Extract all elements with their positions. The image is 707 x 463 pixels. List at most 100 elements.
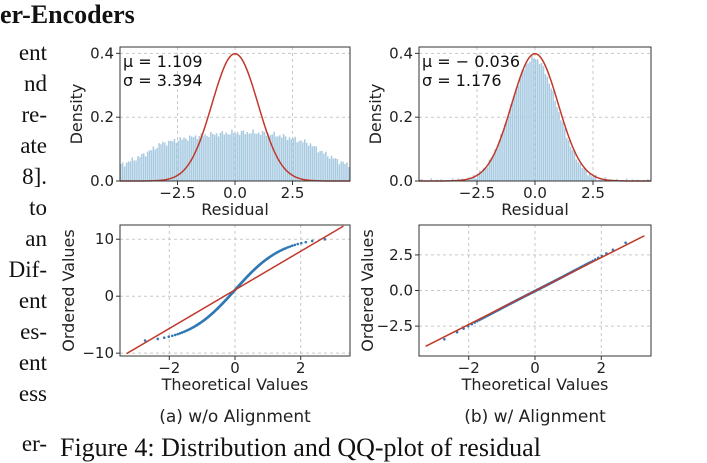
histogram-bar [208, 137, 210, 181]
histogram-bar [516, 88, 518, 181]
histogram-bar [506, 120, 508, 181]
histogram-bar [239, 135, 241, 181]
histogram-bar [252, 129, 254, 181]
histogram-bar [264, 132, 266, 181]
stat-sigma: σ = 1.176 [422, 71, 502, 90]
histogram-bar [220, 133, 222, 181]
qq-point [291, 244, 294, 247]
histogram-bar [158, 143, 160, 181]
histogram-bar [302, 142, 304, 181]
histogram-bar [193, 137, 195, 181]
qq-point [163, 336, 166, 339]
histogram-bar [202, 136, 204, 181]
histogram-bar [155, 150, 157, 181]
histogram-bar [293, 138, 295, 181]
histogram-bar [512, 100, 514, 181]
histogram-bar [518, 86, 520, 181]
histogram-bar [310, 143, 312, 181]
histogram-bar [273, 132, 275, 181]
x-tick-label: 2.5 [581, 184, 605, 202]
histogram-bar [323, 154, 325, 181]
histogram-bar [348, 167, 350, 181]
histogram-bar [317, 152, 319, 181]
y-axis-label: Density [366, 84, 385, 145]
qq-point [167, 335, 170, 338]
histogram-bar [294, 137, 296, 181]
histogram-bar [250, 133, 252, 181]
histogram-bar [166, 146, 168, 181]
histogram-bar [260, 135, 262, 181]
histogram-bar [237, 132, 239, 181]
histogram-bar [224, 135, 226, 181]
histogram-bar [248, 134, 250, 181]
histogram-bar [135, 160, 137, 181]
histogram-bar [151, 150, 153, 181]
x-tick-label: 2.5 [281, 184, 305, 202]
histogram-bar [531, 56, 533, 181]
histogram-bar [271, 134, 273, 181]
y-tick-label: −10 [82, 344, 114, 362]
panel-a-bottom [116, 225, 350, 360]
histogram-bar [133, 161, 135, 181]
histogram-bar [510, 104, 512, 181]
histogram-bar [527, 63, 529, 181]
histogram-bar [241, 131, 243, 181]
histogram-bar [153, 146, 155, 181]
histogram-bar [185, 139, 187, 181]
qq-point [171, 335, 174, 338]
histogram-bar [564, 129, 566, 181]
histogram-bar [137, 156, 139, 181]
histogram-bar [521, 71, 523, 181]
histogram-bar [147, 152, 149, 181]
histogram-bar [279, 135, 281, 181]
histogram-bar [339, 164, 341, 181]
histogram-bar [523, 70, 525, 181]
histogram-bar [591, 176, 593, 181]
histogram-bar [128, 161, 130, 181]
histogram-bar [231, 130, 233, 181]
y-axis-label: Density [67, 84, 86, 145]
stat-mu: μ = − 0.036 [422, 52, 520, 71]
histogram-bar [581, 168, 583, 181]
y-axis-label: Ordered Values [358, 229, 377, 351]
histogram-bar [321, 151, 323, 181]
histogram-bar [514, 95, 516, 181]
histogram-bar [333, 159, 335, 181]
histogram-bar [287, 140, 289, 181]
histogram-bar [487, 167, 489, 181]
histogram-bar [329, 159, 331, 181]
histogram-bar [156, 148, 158, 181]
histogram-bar [256, 134, 258, 181]
histogram-bar [206, 136, 208, 181]
histogram-bar [533, 58, 535, 181]
x-axis-label: Residual [501, 200, 569, 219]
histogram-bar [149, 150, 151, 181]
histogram-bar [525, 64, 527, 181]
histogram-bar [222, 131, 224, 181]
stat-mu: μ = 1.109 [123, 52, 203, 71]
qq-point [624, 241, 627, 244]
y-tick-label: 0.2 [90, 108, 114, 126]
histogram-bar [132, 157, 134, 181]
qq-point [300, 242, 303, 245]
histogram-bar [285, 136, 287, 181]
histogram-bar [227, 134, 229, 181]
histogram-bar [139, 157, 141, 181]
histogram-bar [181, 140, 183, 181]
histogram-bar [574, 151, 576, 181]
histogram-bar [549, 84, 551, 181]
histogram-bar [539, 64, 541, 181]
histogram-bar [556, 107, 558, 181]
histogram-bar [340, 162, 342, 181]
histogram-bar [541, 63, 543, 181]
histogram-bar [229, 135, 231, 181]
histogram-bar [566, 138, 568, 181]
histogram-bar [529, 62, 531, 181]
histogram-bar [543, 66, 545, 181]
qq-point [289, 245, 292, 248]
y-axis-label: Ordered Values [59, 229, 78, 351]
histogram-bar [183, 137, 185, 181]
y-tick-label: 0.0 [389, 172, 413, 190]
x-axis-label: Residual [201, 200, 269, 219]
